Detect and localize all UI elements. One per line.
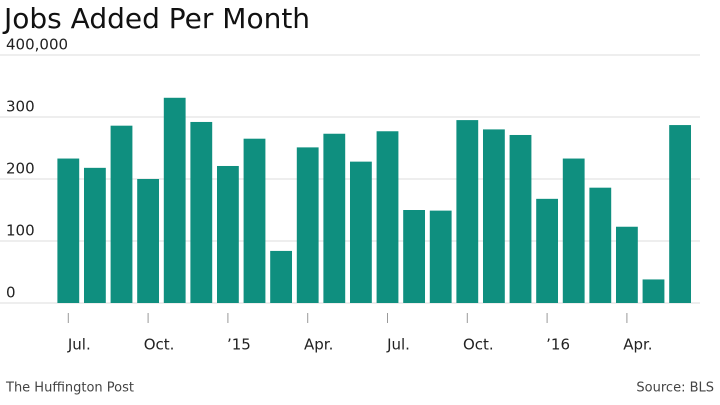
chart-title: Jobs Added Per Month <box>2 2 310 35</box>
bar <box>270 250 293 303</box>
bar <box>482 129 505 303</box>
x-tick-label: Jul. <box>386 336 410 354</box>
x-tick-label: ’16 <box>546 336 570 354</box>
x-tick-label: Apr. <box>304 336 333 354</box>
bar <box>589 187 612 303</box>
bar <box>137 179 160 303</box>
source: Source: BLS <box>636 381 714 396</box>
bar <box>562 158 585 303</box>
bar <box>376 131 399 303</box>
bar <box>190 121 213 304</box>
bar <box>403 210 426 303</box>
x-tick-label: Oct. <box>463 336 494 354</box>
bar <box>669 125 692 303</box>
bar <box>509 134 532 303</box>
y-tick-label: 100 <box>6 222 35 240</box>
x-tick-label: ’15 <box>227 336 251 354</box>
bar <box>536 198 559 303</box>
bar <box>615 226 638 303</box>
bar <box>349 161 372 303</box>
bar <box>163 97 186 303</box>
x-tick-label: Jul. <box>67 336 91 354</box>
bar <box>323 133 346 303</box>
bar <box>429 210 452 303</box>
bar <box>456 120 479 303</box>
bar <box>110 125 133 304</box>
x-tick-label: Oct. <box>144 336 175 354</box>
bar <box>642 279 665 303</box>
x-tick-label: Apr. <box>623 336 652 354</box>
y-tick-label: 400,000 <box>6 36 68 54</box>
bar <box>57 158 80 303</box>
y-tick-label: 0 <box>6 284 16 302</box>
credit: The Huffington Post <box>5 381 134 396</box>
bar <box>83 167 106 303</box>
y-tick-label: 200 <box>6 160 35 178</box>
y-tick-label: 300 <box>6 98 35 116</box>
bar <box>243 138 266 303</box>
bar <box>216 165 239 303</box>
bar <box>296 147 319 303</box>
